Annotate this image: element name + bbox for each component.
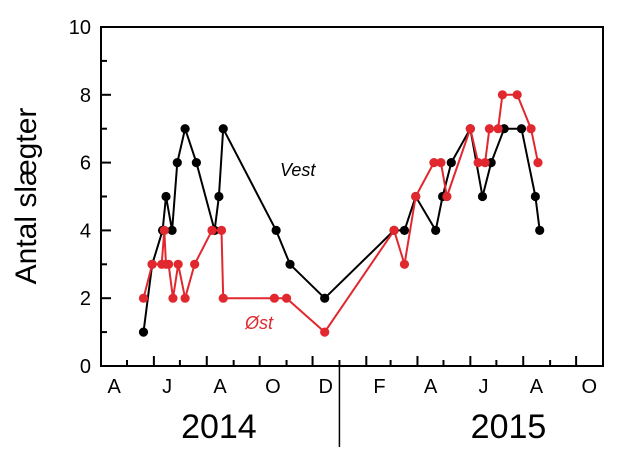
data-point — [320, 294, 329, 303]
data-point — [192, 158, 201, 167]
month-label: A — [424, 376, 438, 398]
y-tick-label: 10 — [69, 17, 91, 39]
data-point — [498, 90, 507, 99]
data-point — [161, 192, 170, 201]
month-label: J — [162, 376, 172, 398]
data-point — [214, 192, 223, 201]
y-tick-label: 4 — [80, 220, 91, 242]
month-label: O — [582, 376, 598, 398]
series-line — [144, 95, 539, 332]
month-label: A — [213, 376, 227, 398]
year-label: 2014 — [181, 408, 257, 446]
data-point — [400, 226, 409, 235]
data-point — [174, 260, 183, 269]
data-point — [207, 226, 216, 235]
data-point — [164, 260, 173, 269]
data-point — [517, 124, 526, 133]
data-point — [190, 260, 199, 269]
month-label: D — [319, 376, 333, 398]
data-point — [173, 158, 182, 167]
data-point — [447, 158, 456, 167]
data-point — [442, 192, 451, 201]
series-layer — [139, 90, 544, 337]
data-point — [485, 124, 494, 133]
data-point — [181, 294, 190, 303]
data-point — [219, 124, 228, 133]
data-point — [535, 226, 544, 235]
axes: 0 2 4 6 8 10 A J A O D F A J A O 2014 2015 — [69, 17, 603, 447]
data-point — [181, 124, 190, 133]
data-point — [400, 260, 409, 269]
data-point — [139, 328, 148, 337]
annotation-ost: Øst — [244, 313, 274, 333]
data-point — [526, 124, 535, 133]
month-label: A — [530, 376, 544, 398]
plot-frame — [101, 27, 603, 366]
y-tick-label: 6 — [80, 153, 91, 175]
month-label: J — [479, 376, 489, 398]
y-axis-label: Antal slægter — [10, 108, 43, 285]
data-point — [270, 294, 279, 303]
annotation-vest: Vest — [280, 160, 316, 180]
month-label: O — [265, 376, 281, 398]
data-point — [466, 124, 475, 133]
data-point — [411, 192, 420, 201]
data-point — [531, 192, 540, 201]
series-ost — [139, 90, 543, 337]
y-tick-label: 0 — [80, 356, 91, 378]
data-point — [320, 328, 329, 337]
data-point — [478, 192, 487, 201]
data-point — [168, 294, 177, 303]
data-point — [272, 226, 281, 235]
data-point — [285, 260, 294, 269]
data-point — [282, 294, 291, 303]
data-point — [219, 294, 228, 303]
data-point — [139, 294, 148, 303]
data-point — [533, 158, 542, 167]
data-point — [480, 158, 489, 167]
data-point — [513, 90, 522, 99]
data-point — [436, 158, 445, 167]
data-point — [493, 124, 502, 133]
data-point — [217, 226, 226, 235]
data-point — [160, 226, 169, 235]
data-point — [148, 260, 157, 269]
y-tick-label: 8 — [80, 85, 91, 107]
month-label: F — [373, 376, 385, 398]
data-point — [389, 226, 398, 235]
month-label: A — [108, 376, 122, 398]
year-label: 2015 — [471, 408, 547, 446]
data-point — [431, 226, 440, 235]
series-vest — [139, 124, 544, 337]
y-tick-label: 2 — [80, 288, 91, 310]
